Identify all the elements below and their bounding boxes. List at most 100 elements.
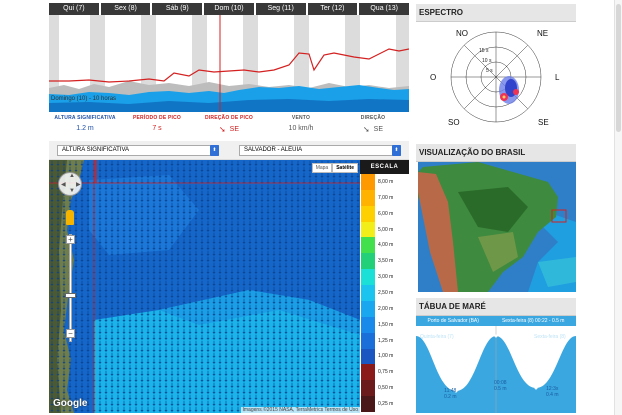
day-tabs: Qui (7) Sex (8) Sáb (9) Dom (10) Seg (11… xyxy=(49,3,410,15)
chevron-down-icon[interactable]: ⬍ xyxy=(210,145,219,156)
tide-point: 11:48 0.2 m xyxy=(444,388,457,400)
scale-swatch xyxy=(361,348,375,365)
day-tab-ter[interactable]: Ter (12) xyxy=(307,3,358,15)
ring-label-10s: 10 s xyxy=(482,58,492,64)
zoom-slider-handle[interactable] xyxy=(65,293,76,298)
map-credits[interactable]: Imagens ©2015 NASA, TerraMetrics Termos … xyxy=(240,407,360,413)
metric-wave-height: ALTURA SIGNIFICATIVA 1.2 m xyxy=(49,113,121,139)
day-tab-qua[interactable]: Qua (13) xyxy=(359,3,410,15)
selects-row: ALTURA SIGNIFICATIVA ⬍ SALVADOR - ALEUIA… xyxy=(49,141,409,160)
variable-select[interactable]: ALTURA SIGNIFICATIVA ⬍ xyxy=(57,145,219,156)
satellite-type-button[interactable]: Satélite xyxy=(332,163,358,173)
pan-right-icon[interactable]: ▶ xyxy=(76,182,81,188)
pan-up-icon[interactable]: ▲ xyxy=(69,173,75,179)
chevron-down-icon[interactable]: ⬍ xyxy=(392,145,401,156)
street-view-pegman-icon[interactable] xyxy=(66,210,74,225)
direction-arrow-icon: ➘ xyxy=(218,125,226,134)
day-tab-sex[interactable]: Sex (8) xyxy=(100,3,151,15)
pan-down-icon[interactable]: ▼ xyxy=(69,188,75,194)
scale-label: 1,50 m xyxy=(378,321,394,328)
tide-day-label: Sexta-feira (8) xyxy=(534,334,566,340)
tide-height: 0.5 m xyxy=(494,386,507,392)
scale-label: 6,00 m xyxy=(378,210,394,217)
metric-value: SE xyxy=(229,126,240,133)
page-scrollbar[interactable] xyxy=(614,0,622,415)
metric-value: SE xyxy=(373,126,384,133)
metric-wind: VENTO 10 km/h xyxy=(265,113,337,139)
scale-label: 1,25 m xyxy=(378,337,394,344)
scale-label: 0,50 m xyxy=(378,385,394,392)
scale-label: 0,75 m xyxy=(378,369,394,376)
scale-swatch xyxy=(361,364,375,381)
zoom-slider-track[interactable] xyxy=(69,234,72,342)
scrollbar-thumb[interactable] xyxy=(616,4,621,132)
day-tab-qui[interactable]: Qui (7) xyxy=(49,3,99,15)
zoom-in-button[interactable]: + xyxy=(66,235,75,244)
dir-label-ne: NE xyxy=(537,29,548,38)
tide-chart: Porto de Salvador (BA) Sexta-feira (8) 0… xyxy=(416,316,576,413)
day-tab-seg[interactable]: Seg (11) xyxy=(255,3,306,15)
peak-period-line xyxy=(49,48,409,83)
tide-curve xyxy=(416,326,576,413)
scale-label: 3,50 m xyxy=(378,258,394,265)
ring-label-15s: 15 s xyxy=(479,48,489,54)
spectrum-energy xyxy=(499,76,519,104)
day-tab-sab[interactable]: Sáb (9) xyxy=(152,3,203,15)
scale-swatch xyxy=(361,300,375,317)
tide-time: 00:08 xyxy=(494,380,507,386)
metric-title: ALTURA SIGNIFICATIVA xyxy=(54,115,116,121)
metric-value: 1.2 m xyxy=(76,125,94,132)
scale-swatch xyxy=(361,237,375,254)
scale-label: 1,00 m xyxy=(378,353,394,360)
forecast-plot[interactable]: Domingo (10) - 10 horas xyxy=(49,15,409,112)
zoom-out-button[interactable]: − xyxy=(66,329,75,338)
color-scale: ESCALA 8,00 m 7,00 m 6,00 m 5,00 m 4,00 m 3,5… xyxy=(360,160,409,413)
metric-value: 7 s xyxy=(152,125,162,132)
location-select[interactable]: SALVADOR - ALEUIA ⬍ xyxy=(239,145,401,156)
scale-swatch xyxy=(361,205,375,222)
location-select-value: SALVADOR - ALEUIA xyxy=(244,147,303,153)
dir-label-l: L xyxy=(555,73,560,82)
tide-header: Porto de Salvador (BA) Sexta-feira (8) 0… xyxy=(416,316,576,326)
forecast-panel: Qui (7) Sex (8) Sáb (9) Dom (10) Seg (11… xyxy=(49,0,410,140)
brasil-map[interactable] xyxy=(418,162,576,292)
tide-height: 0.2 m xyxy=(444,394,457,400)
metric-peak-direction: DIREÇÃO DE PICO ➘ SE xyxy=(193,113,265,139)
tide-point: 12:3x 0.4 m xyxy=(546,386,559,398)
tide-point: 00:08 0.5 m xyxy=(494,380,507,392)
dir-label-no: NO xyxy=(456,29,468,38)
scale-label: 3,00 m xyxy=(378,274,394,281)
tide-next: Sexta-feira (8) 00:22 - 0.5 m xyxy=(501,318,565,324)
scale-swatch xyxy=(361,189,375,206)
wave-map[interactable]: Mapa Satélite ▲ ▼ ◀ ▶ + − Google Imagens… xyxy=(49,160,360,413)
mare-title: TÁBUA DE MARÉ xyxy=(416,298,576,316)
dir-label-so: SO xyxy=(448,118,460,127)
tide-day-label: Quinta-feira (7) xyxy=(420,334,454,340)
dir-label-se: SE xyxy=(538,118,549,127)
scale-label: 4,00 m xyxy=(378,242,394,249)
espectro-title: ESPECTRO xyxy=(416,4,576,22)
metric-wind-direction: DIREÇÃO ➘ SE xyxy=(337,113,409,139)
map-type-button[interactable]: Mapa xyxy=(311,163,333,173)
metric-title: DIREÇÃO xyxy=(360,115,386,121)
day-tab-dom[interactable]: Dom (10) xyxy=(204,3,254,15)
scale-color-bar xyxy=(361,174,375,412)
metric-title: PERÍODO DE PICO xyxy=(132,115,181,121)
metric-peak-period: PERÍODO DE PICO 7 s xyxy=(121,113,193,139)
espectro-chart: NO NE O L SO SE 15 s 10 s 5 s xyxy=(416,22,576,140)
metric-title: VENTO xyxy=(291,115,311,121)
tide-time: 11:48 xyxy=(444,388,457,394)
dir-label-o: O xyxy=(430,73,436,82)
scale-label: 8,00 m xyxy=(378,178,394,185)
pan-left-icon[interactable]: ◀ xyxy=(61,182,66,188)
pan-control[interactable]: ▲ ▼ ◀ ▶ xyxy=(58,172,82,196)
scale-title: ESCALA xyxy=(360,160,409,174)
scale-swatch xyxy=(361,380,375,397)
map-surface xyxy=(49,160,360,413)
metric-value: 10 km/h xyxy=(288,125,314,132)
scale-label: 5,00 m xyxy=(378,226,394,233)
scale-label: 7,00 m xyxy=(378,194,394,201)
scale-swatch xyxy=(361,285,375,301)
scale-swatch xyxy=(361,221,375,238)
metric-title: DIREÇÃO DE PICO xyxy=(204,115,253,121)
